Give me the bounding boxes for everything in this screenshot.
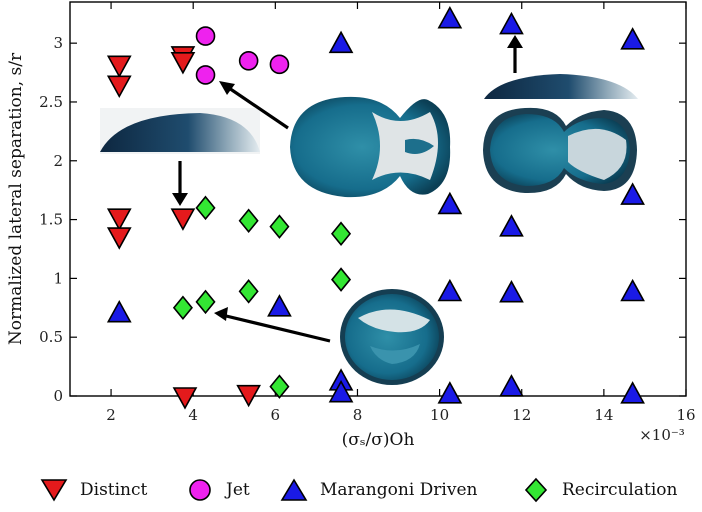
side-view-merged-droplet-inset [484, 70, 638, 100]
data-point-recirculation [331, 267, 352, 292]
x-tick-label: 16 [676, 406, 695, 424]
data-point-recirculation [195, 289, 216, 315]
legend: Distinct Jet Marangoni Driven Recirculat… [0, 472, 702, 508]
top-view-recirculation-inset [340, 289, 444, 385]
x-axis-title: (σₛ/σ)Oh [342, 430, 415, 450]
legend-item-recirculation: Recirculation [522, 472, 677, 508]
data-point-distinct [106, 75, 132, 98]
annotation-arrows [178, 44, 517, 343]
chart: 2 4 6 8 10 12 14 16 0 0.5 1 1.5 2 2.5 3 [6, 1, 696, 450]
legend-item-marangoni-driven: Marangoni Driven [280, 472, 477, 508]
y-tick-label: 3 [53, 34, 63, 52]
data-point-marangoni-driven [437, 278, 463, 302]
axis-ticks [70, 2, 687, 397]
data-point-marangoni-driven [437, 191, 463, 215]
data-point-marangoni-driven [620, 27, 645, 50]
data-point-marangoni-driven [499, 374, 524, 397]
x-tick-label: 6 [271, 406, 281, 424]
data-point-jet [195, 65, 216, 85]
legend-label-distinct: Distinct [80, 480, 148, 500]
data-point-marangoni-driven [620, 381, 645, 404]
x-axis-exponent: ×10⁻³ [639, 426, 685, 444]
x-tick-label: 8 [353, 406, 363, 424]
data-point-marangoni-driven [620, 182, 645, 205]
diamond-marker-icon [524, 477, 548, 503]
data-point-marangoni-driven [437, 5, 463, 29]
top-view-distinct-droplets-inset [480, 102, 640, 200]
data-point-jet [195, 26, 216, 46]
y-tick-label: 1.5 [39, 211, 63, 229]
y-tick-label: 0.5 [39, 328, 63, 346]
legend-label-marangoni-driven: Marangoni Driven [320, 480, 478, 500]
data-point-distinct [106, 227, 132, 250]
x-tick-label: 2 [106, 406, 116, 424]
y-tick-label: 0 [53, 387, 63, 405]
data-point-marangoni-driven [499, 280, 524, 303]
data-point-marangoni-driven [328, 30, 354, 54]
data-point-marangoni-driven [437, 381, 463, 404]
data-point-recirculation [238, 279, 259, 304]
data-point-recirculation [331, 221, 352, 246]
x-tick-label: 14 [594, 406, 613, 424]
data-marks [106, 5, 645, 410]
top-view-jet-coalescence-inset [289, 92, 451, 202]
plot-frame [69, 1, 687, 397]
arrow-jet [225, 84, 289, 130]
data-point-distinct [170, 208, 196, 231]
data-point-distinct [106, 55, 132, 78]
data-point-marangoni-driven [267, 294, 292, 317]
x-tick-label: 4 [188, 406, 198, 424]
x-tick-label: 10 [430, 406, 449, 424]
y-tick-label: 2 [53, 152, 63, 170]
triangle-down-marker-icon [40, 479, 68, 502]
data-point-distinct [236, 384, 261, 408]
data-point-marangoni-driven [499, 214, 524, 237]
y-tick-label: 1 [53, 269, 63, 287]
data-point-distinct [106, 208, 132, 231]
triangle-up-marker-icon [280, 478, 308, 501]
data-point-recirculation [269, 374, 290, 399]
data-point-marangoni-driven [328, 379, 354, 403]
data-point-distinct [172, 387, 198, 410]
data-point-marangoni-driven [106, 300, 132, 323]
legend-item-distinct: Distinct [40, 472, 147, 508]
data-point-recirculation [238, 208, 259, 234]
annotation-arrowheads [172, 35, 523, 321]
data-point-recirculation [195, 195, 216, 221]
data-point-recirculation [269, 214, 290, 239]
data-point-marangoni-driven [620, 278, 645, 302]
legend-label-jet: Jet [226, 480, 250, 500]
circle-marker-icon [189, 479, 211, 501]
data-point-marangoni-driven [499, 11, 524, 35]
legend-label-recirculation: Recirculation [562, 480, 678, 500]
data-point-jet [238, 51, 259, 71]
data-point-jet [269, 54, 290, 75]
x-tick-label: 12 [512, 406, 531, 424]
data-point-distinct [170, 52, 196, 75]
side-view-blue-droplet-inset [100, 108, 260, 154]
y-axis-title: Normalized lateral separation, s/r [6, 52, 26, 345]
y-tick-label: 2.5 [39, 93, 63, 111]
tick-labels: 2 4 6 8 10 12 14 16 0 0.5 1 1.5 2 2.5 3 [39, 34, 695, 424]
data-point-recirculation [172, 295, 193, 321]
arrow-recirculation [221, 313, 331, 343]
legend-item-jet: Jet [186, 472, 250, 508]
